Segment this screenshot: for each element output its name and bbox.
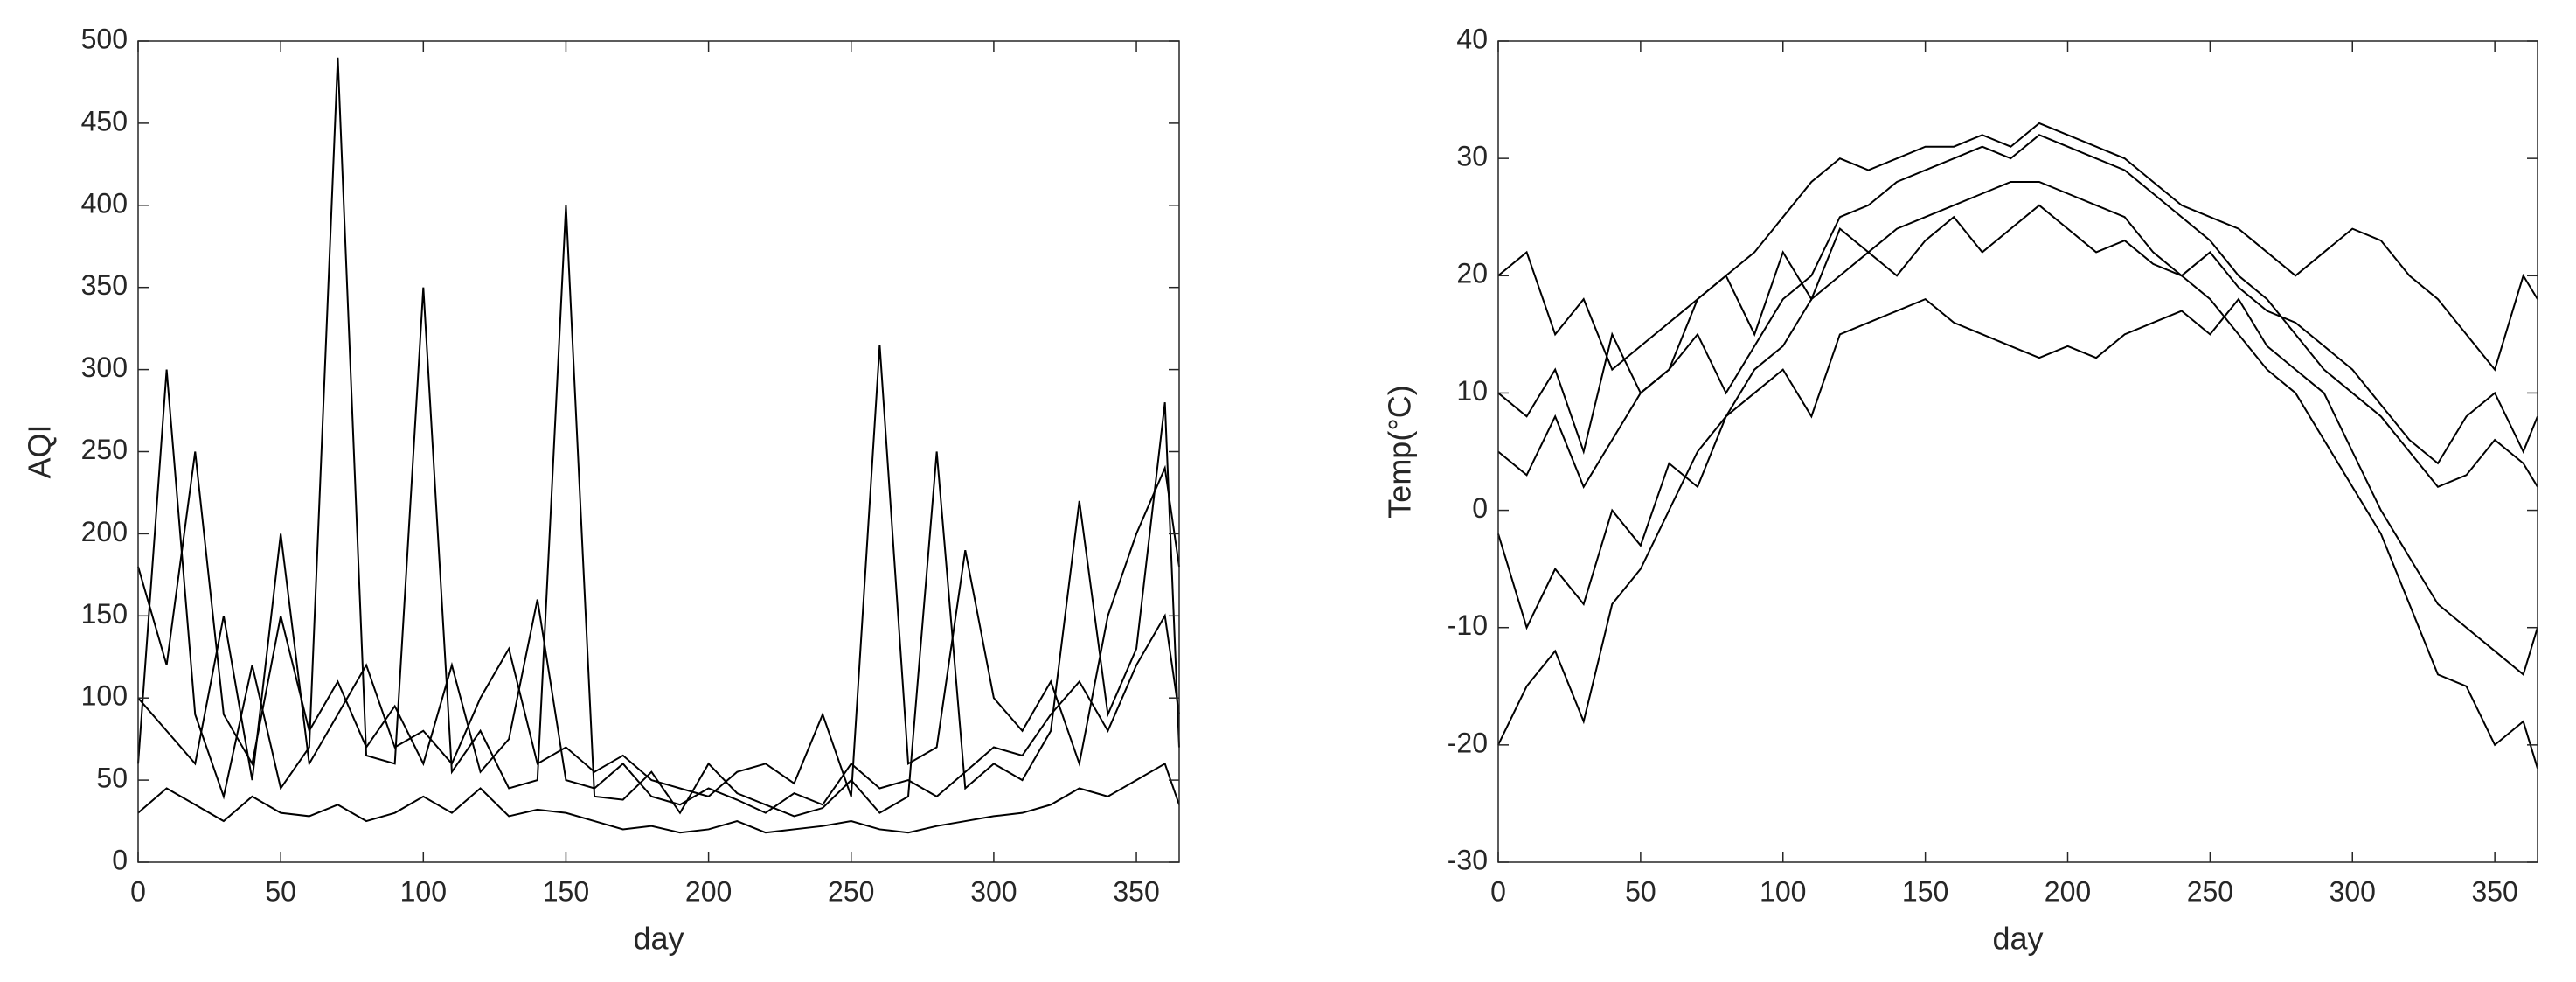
y-tick-label: 300 <box>81 352 128 383</box>
x-tick-label: 250 <box>2187 875 2233 907</box>
data-line <box>137 451 1180 814</box>
y-tick-label: 10 <box>1456 375 1488 407</box>
y-tick-label: 40 <box>1456 23 1488 54</box>
y-tick-label: -20 <box>1448 727 1488 758</box>
subplot: 0 50 100 150 200 250 300 350 0 50 100 150 200 250 300 3… <box>22 23 1180 957</box>
data-line <box>137 762 1180 834</box>
x-tick-label: 200 <box>2045 875 2091 907</box>
y-tick-label: 500 <box>81 23 128 54</box>
x-tick-label: 0 <box>130 875 146 907</box>
y-tick-label: 450 <box>81 105 128 136</box>
data-line <box>1497 297 2538 677</box>
y-axis-label: AQI <box>22 424 58 478</box>
data-line <box>137 345 1180 797</box>
x-tick-label: 200 <box>685 875 732 907</box>
subplot: 0 50 100 150 200 250 300 350 -30 -20 -10 0 10 20 30 40 d… <box>1382 23 2538 957</box>
x-axis-label: day <box>1992 921 2043 957</box>
data-line <box>1497 204 2538 465</box>
x-tick-label: 350 <box>2471 875 2517 907</box>
y-tick-label: 50 <box>96 763 128 794</box>
y-tick-label: 150 <box>81 598 128 630</box>
data-line <box>137 57 1180 818</box>
y-tick-label: 100 <box>81 680 128 712</box>
data-line <box>1497 180 2538 769</box>
x-tick-label: 150 <box>1902 875 1948 907</box>
x-tick-label: 250 <box>828 875 874 907</box>
y-tick-label: 0 <box>112 844 128 875</box>
x-tick-label: 0 <box>1490 875 1506 907</box>
x-tick-label: 100 <box>1760 875 1806 907</box>
x-tick-label: 50 <box>265 875 296 907</box>
x-tick-label: 100 <box>400 875 447 907</box>
y-tick-label: 200 <box>81 516 128 547</box>
axes-box <box>1497 40 2538 863</box>
y-tick-label: 20 <box>1456 258 1488 289</box>
y-tick-label: 0 <box>1472 492 1488 524</box>
x-tick-label: 350 <box>1113 875 1159 907</box>
x-tick-label: 300 <box>970 875 1017 907</box>
x-tick-label: 50 <box>1625 875 1656 907</box>
axes-box <box>137 40 1180 863</box>
y-axis-label: Temp(°C) <box>1382 385 1418 518</box>
y-tick-label: 400 <box>81 187 128 219</box>
y-tick-label: -10 <box>1448 609 1488 641</box>
x-tick-label: 300 <box>2330 875 2376 907</box>
y-tick-label: 250 <box>81 434 128 465</box>
y-tick-label: -30 <box>1448 844 1488 875</box>
y-tick-label: 30 <box>1456 141 1488 172</box>
x-axis-label: day <box>633 921 684 957</box>
data-line <box>1497 122 2538 372</box>
data-line <box>1497 134 2538 489</box>
x-tick-label: 150 <box>543 875 589 907</box>
y-tick-label: 350 <box>81 269 128 301</box>
